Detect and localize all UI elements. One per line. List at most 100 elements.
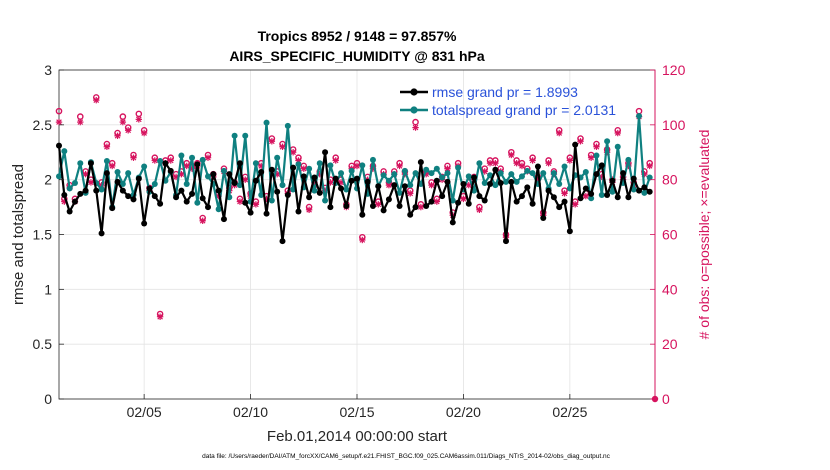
grid: [59, 69, 655, 400]
totalspread-point: [423, 166, 430, 173]
totalspread-point: [141, 163, 148, 170]
obs-evaluated-marker: [55, 118, 63, 126]
totalspread-point: [114, 168, 121, 175]
totalspread-point: [199, 156, 206, 163]
obs-evaluated-marker: [486, 160, 494, 167]
obs-evaluated-marker: [140, 129, 148, 137]
totalspread-point: [391, 171, 398, 178]
totalspread-point: [550, 170, 557, 177]
rmse-point: [141, 220, 148, 227]
obs-evaluated-stroke: [545, 160, 552, 167]
obs-evaluated-stroke: [614, 130, 621, 136]
obs-evaluated-stroke: [513, 160, 520, 167]
totalspread-point: [625, 156, 632, 163]
totalspread-point: [71, 179, 78, 186]
obs-evaluated-stroke: [582, 193, 589, 199]
rmse-point: [503, 238, 509, 245]
totalspread-point: [194, 199, 201, 206]
obs-evaluated-marker: [577, 138, 584, 145]
totalspread-point: [157, 158, 164, 165]
totalspread-point: [465, 173, 472, 180]
totalspread-point: [518, 173, 525, 180]
obs-evaluated-marker: [119, 118, 127, 126]
rmse-point: [151, 193, 158, 200]
rmse-point: [61, 192, 68, 199]
obs-evaluated-stroke: [492, 160, 499, 167]
obs-evaluated-stroke: [93, 97, 100, 103]
obs-evaluated-stroke: [242, 176, 249, 183]
rmse-point: [566, 228, 573, 235]
totalspread-point: [396, 189, 403, 196]
rmse-point: [322, 149, 329, 156]
obs-evaluated-marker: [396, 162, 403, 170]
totalspread-point: [614, 143, 621, 150]
obs-evaluated-marker: [513, 160, 520, 167]
y-left-tick-label: 2.5: [33, 117, 53, 133]
rmse-point: [263, 210, 270, 217]
obs-evaluated-marker: [359, 236, 366, 244]
rmse-point: [428, 198, 435, 205]
rmse-point: [279, 238, 286, 245]
rmse-point: [630, 175, 637, 182]
rmse-point: [220, 216, 227, 223]
obs-evaluated-marker: [545, 160, 552, 167]
rmse-point: [471, 174, 478, 181]
obs-evaluated-marker: [353, 162, 361, 170]
totalspread-point: [327, 162, 334, 169]
totalspread-point: [476, 160, 483, 167]
obs-evaluated-stroke: [359, 237, 366, 243]
totalspread-point: [189, 154, 196, 161]
totalspread-point: [630, 186, 637, 193]
rmse-point: [284, 192, 291, 199]
obs-evaluated-marker: [183, 162, 190, 170]
totalspread-point: [98, 186, 105, 193]
obs-evaluated-stroke: [178, 171, 185, 178]
obs-evaluated-stroke: [167, 157, 174, 164]
rmse-point: [439, 193, 446, 200]
obs-evaluated-stroke: [577, 138, 584, 145]
rmse-point: [300, 173, 307, 180]
obs-possible-marker: [55, 107, 63, 115]
totalspread-point: [609, 188, 616, 195]
rmse-point: [103, 170, 110, 177]
totalspread-point: [508, 171, 515, 178]
obs-evaluated-marker: [561, 190, 568, 197]
obs-evaluated-marker: [492, 160, 499, 167]
rmse-point: [71, 198, 78, 205]
x-tick-label: 02/15: [339, 404, 374, 420]
legend-totalspread-marker: [410, 106, 418, 114]
totalspread-point: [151, 181, 158, 188]
obs-evaluated-marker: [593, 143, 600, 150]
rmse-point: [391, 182, 398, 189]
obs-evaluated-marker: [305, 206, 313, 214]
rmse-point: [157, 200, 164, 207]
rmse-point: [135, 175, 142, 182]
obs-evaluated-stroke: [487, 160, 493, 167]
obs-evaluated-stroke: [109, 163, 116, 169]
rmse-point: [354, 175, 360, 182]
rmse-point: [641, 184, 648, 191]
rmse-point: [401, 183, 408, 190]
obs-evaluated-stroke: [428, 182, 435, 188]
x-axis-label: Feb.01,2014 00:00:00 start: [267, 428, 448, 445]
totalspread-point: [274, 154, 281, 161]
obs-evaluated-stroke: [237, 198, 243, 205]
totalspread-point: [556, 181, 563, 188]
obs-evaluated-marker: [199, 217, 206, 224]
rmse-point: [327, 204, 334, 211]
rmse-point: [199, 195, 206, 202]
rmse-point: [550, 194, 557, 201]
totalspread-point: [103, 158, 110, 165]
obs-evaluated-stroke: [646, 163, 653, 169]
obs-possible-marker: [76, 113, 84, 120]
obs-evaluated-stroke: [141, 130, 147, 136]
obs-evaluated-stroke: [56, 119, 62, 125]
obs-evaluated-marker: [268, 138, 276, 145]
rmse-point: [433, 177, 440, 184]
rmse-point: [343, 202, 350, 209]
totalspread-point: [125, 170, 132, 177]
rmse-point: [167, 167, 174, 174]
rmse-point: [455, 199, 462, 206]
x-tick-label: 02/20: [446, 404, 481, 420]
obs-evaluated-stroke: [386, 182, 392, 188]
